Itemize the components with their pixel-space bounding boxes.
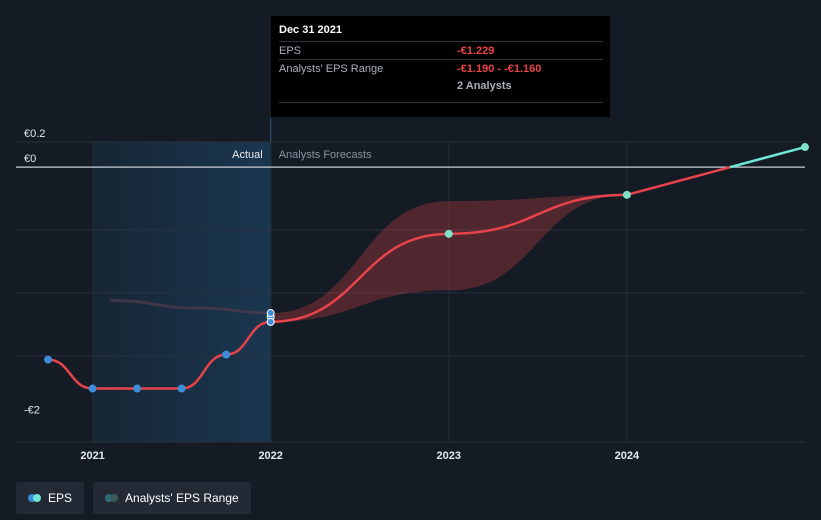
eps-forecast-point — [622, 190, 631, 199]
tooltip-range-label: Analysts' EPS Range — [279, 62, 384, 75]
legend-eps-label: EPS — [48, 491, 73, 505]
eps-actual-point — [177, 384, 186, 393]
eps-forecast-point — [444, 229, 453, 238]
tooltip-divider — [279, 102, 603, 103]
past-range-band — [110, 298, 271, 315]
tooltip-range-value: -€1.190 - -€1.160 — [457, 62, 542, 75]
eps-forecast-segment-negative — [626, 165, 731, 197]
eps-estimate-point — [266, 309, 275, 318]
eps-forecast-point — [801, 143, 809, 152]
actual-label: Actual — [232, 149, 263, 161]
y-tick-label: -€2 — [24, 405, 40, 417]
eps-actual-point — [222, 350, 231, 359]
eps-actual-point — [133, 384, 142, 393]
tooltip-eps-value: -€1.229 — [457, 44, 495, 57]
x-tick-label: 2024 — [615, 450, 640, 462]
x-tick-label: 2023 — [437, 450, 461, 462]
x-tick-label: 2022 — [258, 450, 282, 462]
tooltip: Dec 31 2021 EPS -€1.229 Analysts' EPS Ra… — [271, 16, 610, 117]
tooltip-analysts: 2 Analysts — [457, 79, 512, 92]
eps-actual-line — [47, 320, 271, 390]
actual-region — [92, 142, 271, 442]
tooltip-eps-row: EPS -€1.229 — [279, 41, 603, 59]
tooltip-analysts-row: 2 Analysts — [279, 77, 603, 94]
legend-eps-range[interactable]: Analysts' EPS Range — [93, 482, 251, 514]
forecast-label: Analysts Forecasts — [279, 149, 372, 161]
eps-estimate-point — [266, 317, 275, 326]
eps-legend-icon — [28, 494, 42, 502]
tooltip-range-row: Analysts' EPS Range -€1.190 - -€1.160 — [279, 59, 603, 77]
tooltip-eps-label: EPS — [279, 44, 302, 57]
eps-actual-point — [88, 384, 97, 393]
legend-range-label: Analysts' EPS Range — [125, 491, 239, 505]
legend: EPS Analysts' EPS Range — [16, 482, 251, 514]
x-tick-label: 2021 — [80, 450, 104, 462]
tooltip-date: Dec 31 2021 — [279, 24, 342, 36]
eps-actual-point — [44, 355, 53, 364]
forecast-range-band — [270, 194, 627, 322]
legend-eps[interactable]: EPS — [16, 482, 85, 514]
y-tick-label: €0 — [24, 153, 36, 165]
eps-forecast-segment-positive — [729, 145, 806, 169]
range-legend-icon — [105, 494, 119, 502]
y-tick-label: €0.2 — [24, 128, 45, 140]
